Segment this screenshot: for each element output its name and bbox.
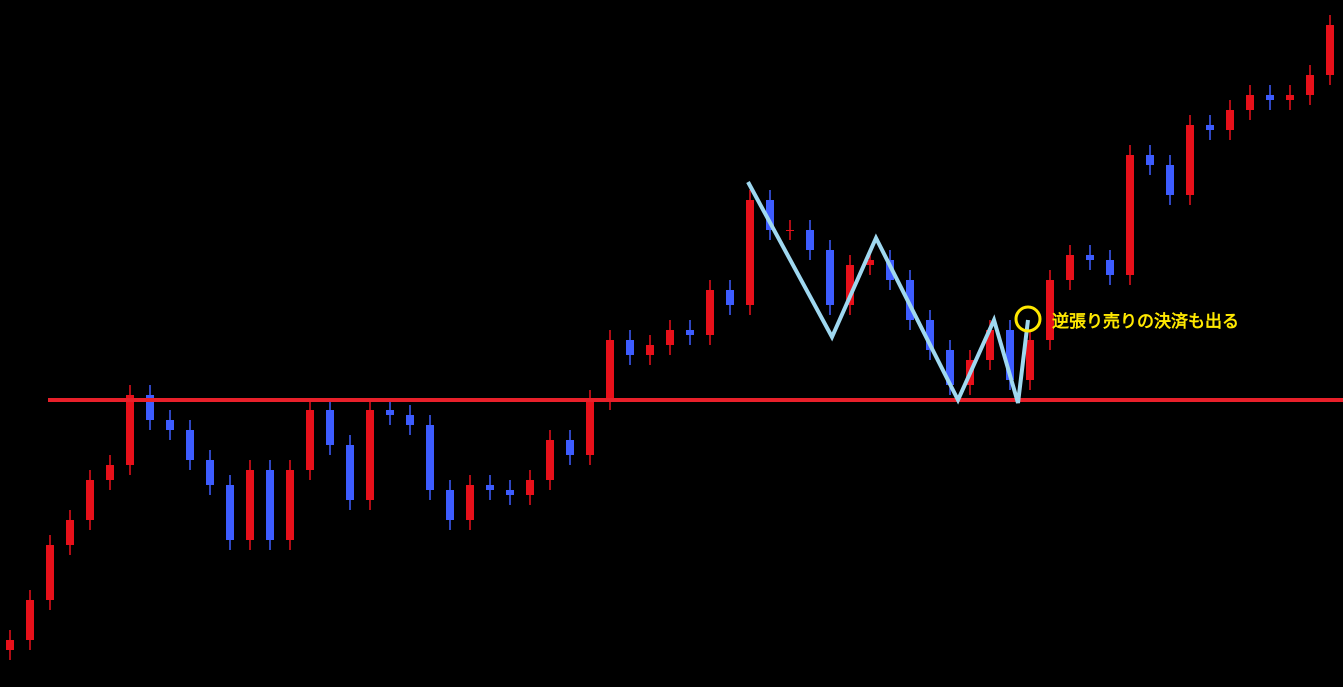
candle-body xyxy=(626,340,634,355)
candle-body xyxy=(786,230,794,231)
candle-body xyxy=(1186,125,1194,195)
candle-body xyxy=(926,320,934,350)
candle-body xyxy=(1206,125,1214,130)
candle-body xyxy=(1106,260,1114,275)
candle-body xyxy=(266,470,274,540)
candle-body xyxy=(286,470,294,540)
candle-body xyxy=(1066,255,1074,280)
candle-body xyxy=(306,410,314,470)
candle-body xyxy=(766,200,774,230)
candle-body xyxy=(326,410,334,445)
candle-body xyxy=(386,410,394,415)
candle-body xyxy=(406,415,414,425)
candle-body xyxy=(1086,255,1094,260)
candle-body xyxy=(426,425,434,490)
candle-body xyxy=(1306,75,1314,95)
candle-body xyxy=(146,395,154,420)
candle-body xyxy=(666,330,674,345)
candle-body xyxy=(206,460,214,485)
candle-body xyxy=(446,490,454,520)
candle-body xyxy=(46,545,54,600)
candle-body xyxy=(226,485,234,540)
candle-body xyxy=(726,290,734,305)
candle-body xyxy=(166,420,174,430)
candle-body xyxy=(686,330,694,335)
candle-body xyxy=(6,640,14,650)
candle-body xyxy=(1126,155,1134,275)
candle-body xyxy=(86,480,94,520)
candle-body xyxy=(946,350,954,385)
candle-body xyxy=(1286,95,1294,100)
candle-body xyxy=(1006,330,1014,380)
candle-body xyxy=(1226,110,1234,130)
candle-body xyxy=(486,485,494,490)
candle-body xyxy=(1146,155,1154,165)
candle-body xyxy=(826,250,834,305)
candle-body xyxy=(706,290,714,335)
candle-body xyxy=(66,520,74,545)
candle-body xyxy=(906,280,914,320)
candle-body xyxy=(366,410,374,500)
candle-body xyxy=(1326,25,1334,75)
candle-body xyxy=(1246,95,1254,110)
candle-body xyxy=(1266,95,1274,100)
candle-body xyxy=(866,260,874,265)
highlight-circle xyxy=(1014,305,1042,333)
candle-body xyxy=(506,490,514,495)
candle-body xyxy=(26,600,34,640)
candle-body xyxy=(546,440,554,480)
candle-body xyxy=(566,440,574,455)
candle-body xyxy=(846,265,854,305)
candle-body xyxy=(106,465,114,480)
candle-body xyxy=(986,330,994,360)
candle-body xyxy=(746,200,754,305)
candle-body xyxy=(646,345,654,355)
candle-body xyxy=(466,485,474,520)
candle-body xyxy=(346,445,354,500)
candle-body xyxy=(586,400,594,455)
zigzag-line xyxy=(746,181,1030,405)
candle-body xyxy=(1046,280,1054,340)
candle-body xyxy=(1026,340,1034,380)
candle-body xyxy=(246,470,254,540)
annotation: 逆張り売りの決済も出る xyxy=(1052,311,1239,332)
candle-body xyxy=(186,430,194,460)
candle-body xyxy=(606,340,614,400)
candle-body xyxy=(1166,165,1174,195)
candle-body xyxy=(126,395,134,465)
candle-body xyxy=(526,480,534,495)
candle-body xyxy=(806,230,814,250)
